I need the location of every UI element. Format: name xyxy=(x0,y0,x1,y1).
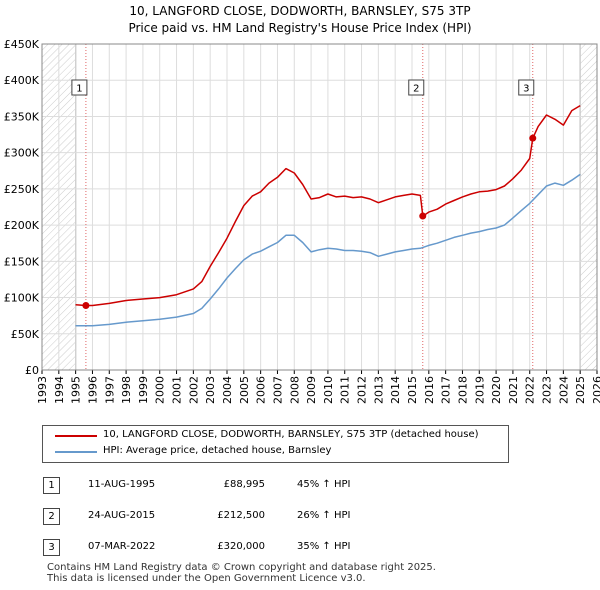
legend-swatch-property xyxy=(55,435,97,437)
y-tick-label: £100K xyxy=(4,292,40,305)
chart-subtitle: Price paid vs. HM Land Registry's House … xyxy=(128,21,472,35)
y-tick-label: £150K xyxy=(4,255,40,268)
x-tick-label: 2022 xyxy=(524,376,537,404)
hpi-line xyxy=(75,173,581,327)
x-tick-label: 2015 xyxy=(406,376,419,404)
property-price-line xyxy=(75,104,581,307)
x-tick-label: 1993 xyxy=(36,376,49,404)
transaction-date: 24-AUG-2015 xyxy=(88,510,156,521)
x-tick-label: 2014 xyxy=(389,376,402,404)
plot-area xyxy=(42,44,597,370)
x-tick-label: 2017 xyxy=(440,376,453,404)
x-tick-label: 2007 xyxy=(271,376,284,404)
x-tick-label: 2002 xyxy=(187,376,200,404)
price-chart: 1 2 3 £0 £50K £100K £150K £200K £250K £300K £350K… xyxy=(4,38,600,404)
x-tick-label: 2009 xyxy=(305,376,318,404)
x-tick-label: 1994 xyxy=(53,376,66,404)
x-tick-label: 1998 xyxy=(120,376,133,404)
transaction-price: £320,000 xyxy=(217,541,265,552)
x-tick-label: 2011 xyxy=(339,376,352,404)
x-tick-label: 2004 xyxy=(221,376,234,404)
legend-swatch-hpi xyxy=(55,451,97,453)
sale-marker-box xyxy=(518,79,535,96)
transaction-row: 3 07-MAR-2022 £320,000 35% ↑ HPI xyxy=(0,539,600,557)
y-tick-label: £250K xyxy=(4,183,40,196)
y-tick-label: £400K xyxy=(4,74,40,87)
x-tick-label: 1995 xyxy=(70,376,83,404)
y-tick-label: £0 xyxy=(25,364,39,377)
y-tick-label: £350K xyxy=(4,110,40,123)
sale-marker-point xyxy=(82,302,90,310)
sale-marker-box xyxy=(408,79,425,96)
x-tick-label: 2019 xyxy=(473,376,486,404)
transaction-price: £212,500 xyxy=(217,510,265,521)
transaction-number: 3 xyxy=(43,539,60,556)
y-tick-label: £300K xyxy=(4,147,40,160)
x-tick-label: 1996 xyxy=(86,376,99,404)
transaction-hpi: 26% ↑ HPI xyxy=(297,510,351,521)
transaction-number: 1 xyxy=(43,477,60,494)
transaction-number: 2 xyxy=(43,508,60,525)
y-tick-label: £200K xyxy=(4,219,40,232)
x-tick-label: 1999 xyxy=(137,376,150,404)
sale-marker-label: 3 xyxy=(523,84,529,95)
transaction-row: 2 24-AUG-2015 £212,500 26% ↑ HPI xyxy=(0,508,600,526)
sale-marker-point xyxy=(419,212,427,220)
x-tick-label: 2013 xyxy=(372,376,385,404)
x-tick-label: 2018 xyxy=(456,376,469,404)
legend-label-property: 10, LANGFORD CLOSE, DODWORTH, BARNSLEY, … xyxy=(103,429,479,440)
x-tick-label: 2024 xyxy=(557,376,570,404)
transaction-date: 11-AUG-1995 xyxy=(88,479,156,490)
x-tick-label: 2005 xyxy=(238,376,251,404)
plot-border xyxy=(41,43,598,371)
y-tick-label: £450K xyxy=(4,38,40,51)
transaction-date: 07-MAR-2022 xyxy=(88,541,156,552)
y-tick-label: £50K xyxy=(11,328,40,341)
x-tick-label: 2016 xyxy=(423,376,436,404)
transaction-price: £88,995 xyxy=(223,479,265,490)
x-tick-label: 2010 xyxy=(322,376,335,404)
transaction-hpi: 45% ↑ HPI xyxy=(297,479,351,490)
sale-marker-point xyxy=(529,134,537,142)
x-tick-label: 2023 xyxy=(541,376,554,404)
hatched-region-end xyxy=(580,44,597,370)
sale-marker-label: 2 xyxy=(413,84,419,95)
chart-title: 10, LANGFORD CLOSE, DODWORTH, BARNSLEY, … xyxy=(129,4,471,18)
footer-licence: This data is licensed under the Open Gov… xyxy=(47,573,366,584)
sale-marker-label: 1 xyxy=(76,84,82,95)
x-tick-label: 2006 xyxy=(255,376,268,404)
x-tick-label: 2012 xyxy=(356,376,369,404)
x-tick-label: 2020 xyxy=(490,376,503,404)
sale-marker-box xyxy=(71,79,88,96)
legend: 10, LANGFORD CLOSE, DODWORTH, BARNSLEY, … xyxy=(42,425,509,463)
transaction-row: 1 11-AUG-1995 £88,995 45% ↑ HPI xyxy=(0,477,600,495)
x-tick-label: 2000 xyxy=(154,376,167,404)
x-tick-label: 2025 xyxy=(574,376,587,404)
footer-copyright: Contains HM Land Registry data © Crown c… xyxy=(47,562,436,573)
legend-label-hpi: HPI: Average price, detached house, Barn… xyxy=(103,445,332,456)
x-tick-label: 2026 xyxy=(591,376,600,404)
x-tick-label: 1997 xyxy=(103,376,116,404)
x-tick-label: 2021 xyxy=(507,376,520,404)
x-tick-label: 2008 xyxy=(288,376,301,404)
x-tick-label: 2003 xyxy=(204,376,217,404)
x-tick-label: 2001 xyxy=(171,376,184,404)
transaction-hpi: 35% ↑ HPI xyxy=(297,541,351,552)
